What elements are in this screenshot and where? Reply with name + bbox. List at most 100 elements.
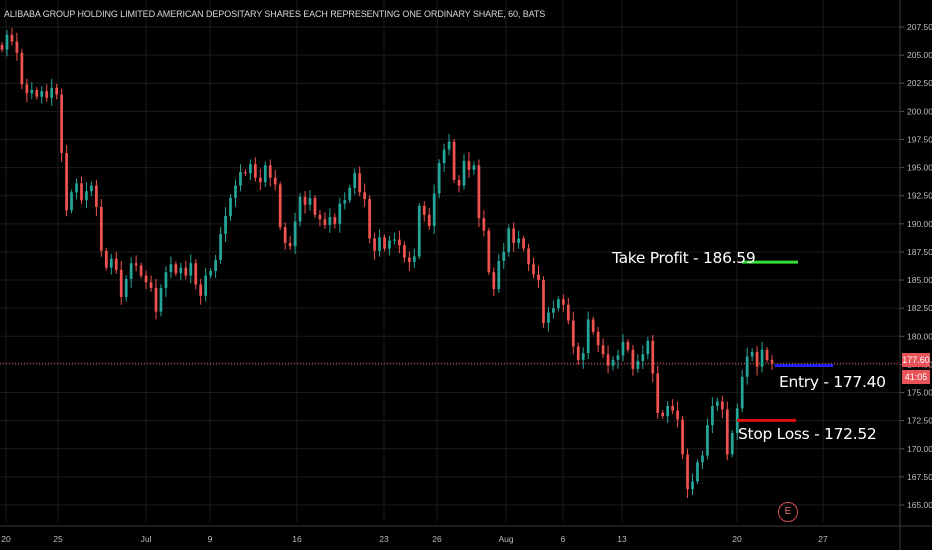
y-tick-label: 202.50 [907, 78, 932, 88]
candle-body [641, 354, 645, 362]
y-tick-label: 165.00 [907, 500, 932, 510]
candle-body [581, 353, 585, 360]
candle-body [258, 177, 262, 183]
candle-body [104, 250, 108, 268]
candle-body [507, 228, 511, 252]
candle-body [95, 185, 98, 207]
candle-body [497, 260, 501, 290]
candle-body [740, 376, 744, 409]
y-tick-label: 190.00 [907, 219, 932, 229]
x-tick-label: Aug [498, 534, 513, 544]
candle-body [219, 233, 222, 260]
candle-body [557, 299, 560, 309]
candle-body [601, 345, 605, 355]
candle-body [60, 94, 63, 153]
candle-body [313, 197, 317, 215]
candle-body [730, 433, 734, 455]
candle-body [547, 312, 550, 323]
candle-body [591, 319, 595, 332]
candle-body [338, 203, 342, 224]
candle-body [154, 287, 158, 312]
candle-body [373, 238, 376, 251]
candle-body [124, 278, 128, 297]
y-tick-label: 172.50 [907, 416, 932, 426]
candle-body [30, 89, 34, 94]
candle-body [333, 217, 337, 224]
x-tick-label: Jul [141, 534, 152, 544]
candle-body [701, 455, 704, 463]
candle-body [765, 349, 769, 360]
candle-body [681, 419, 684, 455]
candle-body [407, 257, 411, 263]
candle-body [725, 409, 729, 455]
candle-body [393, 239, 396, 241]
candle-body [383, 237, 386, 249]
x-tick-label: 16 [292, 534, 302, 544]
candle-body [85, 191, 88, 201]
candle-body [293, 221, 297, 247]
candle-body [45, 91, 49, 98]
candle-body [447, 141, 451, 150]
candle-body [661, 412, 665, 417]
candle-body [750, 352, 754, 357]
candle-body [273, 177, 277, 185]
candle-body [249, 164, 252, 174]
candle-body [691, 481, 694, 490]
candle-body [472, 165, 476, 170]
x-tick-label: 13 [617, 534, 627, 544]
candle-body [109, 258, 113, 268]
candle-body [99, 206, 103, 251]
x-tick-label: 20 [1, 534, 11, 544]
x-tick-label: 23 [379, 534, 389, 544]
candle-body [298, 196, 302, 222]
candle-body [621, 341, 625, 356]
candle-body [631, 349, 635, 369]
candle-body [353, 173, 357, 188]
y-tick-label: 187.50 [907, 247, 932, 257]
candle-body [318, 214, 322, 220]
candle-body [308, 197, 312, 205]
candle-body [55, 87, 59, 95]
candle-body [467, 160, 471, 170]
earnings-event-marker[interactable]: E [778, 502, 798, 522]
candle-body [328, 217, 332, 225]
candle-body [229, 197, 232, 216]
candle-body [268, 165, 272, 178]
bar-countdown-badge: 41:05 [902, 370, 930, 384]
candle-body [462, 160, 466, 186]
candle-body [646, 340, 650, 355]
y-tick-label: 170.00 [907, 444, 932, 454]
candle-body [194, 263, 198, 285]
y-tick-label: 200.00 [907, 106, 932, 116]
x-tick-label: 26 [432, 534, 442, 544]
candle-body [686, 454, 689, 490]
candle-body [561, 299, 565, 305]
candle-body [452, 141, 456, 180]
candle-body [358, 173, 362, 193]
candle-body [199, 284, 203, 296]
candle-body [0, 44, 4, 50]
candle-body [576, 346, 580, 360]
candle-body [477, 165, 481, 219]
candle-body [35, 89, 39, 97]
candle-body [755, 352, 759, 367]
candle-body [278, 184, 282, 228]
candle-body [745, 356, 749, 377]
candle-body [10, 34, 14, 42]
candle-body [417, 205, 421, 257]
candle-body [119, 269, 123, 297]
candle-body [184, 267, 188, 276]
candle-body [159, 287, 163, 312]
candle-body [204, 275, 208, 296]
candle-body [239, 172, 242, 186]
candle-body [398, 239, 401, 246]
candle-body [611, 359, 615, 366]
entry-label: Entry - 177.40 [779, 373, 886, 391]
candle-body [706, 425, 709, 456]
candle-body [40, 91, 44, 97]
candle-body [596, 331, 600, 346]
chart-title: ALIBABA GROUP HOLDING LIMITED AMERICAN D… [4, 9, 546, 19]
candle-body [80, 183, 83, 201]
